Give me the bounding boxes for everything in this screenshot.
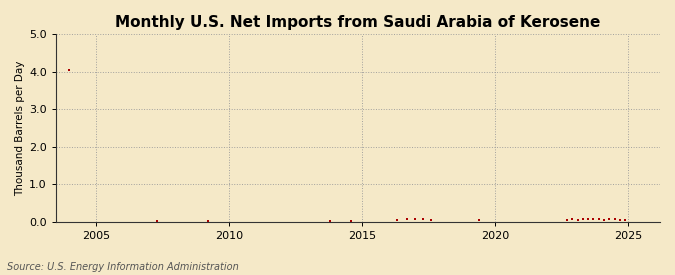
- Y-axis label: Thousand Barrels per Day: Thousand Barrels per Day: [15, 60, 25, 196]
- Title: Monthly U.S. Net Imports from Saudi Arabia of Kerosene: Monthly U.S. Net Imports from Saudi Arab…: [115, 15, 601, 30]
- Text: Source: U.S. Energy Information Administration: Source: U.S. Energy Information Administ…: [7, 262, 238, 272]
